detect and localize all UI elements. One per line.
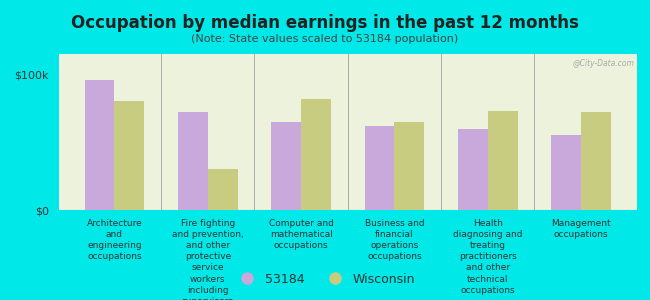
Text: @City-Data.com: @City-Data.com (572, 59, 634, 68)
Bar (395, 122, 424, 210)
Bar (271, 122, 301, 210)
Legend: 53184, Wisconsin: 53184, Wisconsin (229, 268, 421, 291)
Text: Occupation by median earnings in the past 12 months: Occupation by median earnings in the pas… (71, 14, 579, 32)
Bar (178, 112, 208, 210)
Bar (488, 111, 517, 210)
Bar (581, 112, 611, 210)
Bar (84, 80, 114, 210)
Bar (551, 135, 581, 210)
Bar (458, 129, 488, 210)
Bar (301, 99, 331, 210)
Text: (Note: State values scaled to 53184 population): (Note: State values scaled to 53184 popu… (191, 34, 459, 44)
Bar (114, 101, 144, 210)
Bar (208, 169, 238, 210)
Bar (365, 126, 395, 210)
